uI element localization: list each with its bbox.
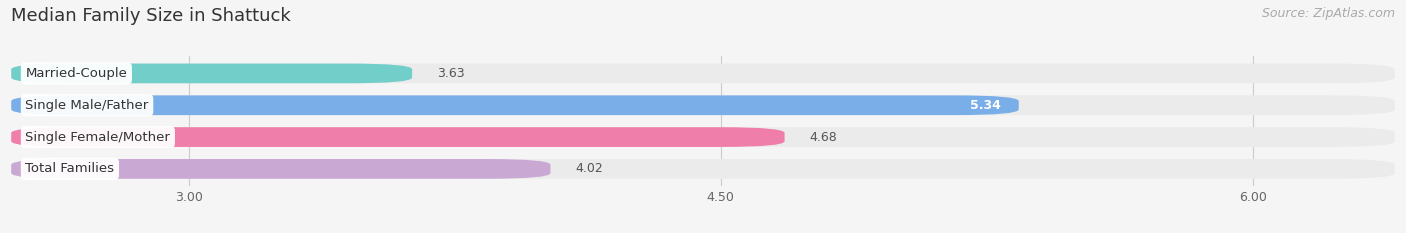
FancyBboxPatch shape [11,64,1395,83]
FancyBboxPatch shape [11,127,1395,147]
Text: Source: ZipAtlas.com: Source: ZipAtlas.com [1261,7,1395,20]
FancyBboxPatch shape [11,64,412,83]
Text: Married-Couple: Married-Couple [25,67,128,80]
Text: 5.34: 5.34 [970,99,1001,112]
Text: 3.63: 3.63 [437,67,464,80]
FancyBboxPatch shape [11,127,785,147]
Text: Single Female/Mother: Single Female/Mother [25,130,170,144]
Text: 4.02: 4.02 [575,162,603,175]
Text: Single Male/Father: Single Male/Father [25,99,149,112]
FancyBboxPatch shape [11,159,1395,179]
FancyBboxPatch shape [11,159,551,179]
Text: Total Families: Total Families [25,162,114,175]
FancyBboxPatch shape [11,95,1019,115]
Text: 4.68: 4.68 [810,130,837,144]
FancyBboxPatch shape [11,95,1395,115]
Text: Median Family Size in Shattuck: Median Family Size in Shattuck [11,7,291,25]
